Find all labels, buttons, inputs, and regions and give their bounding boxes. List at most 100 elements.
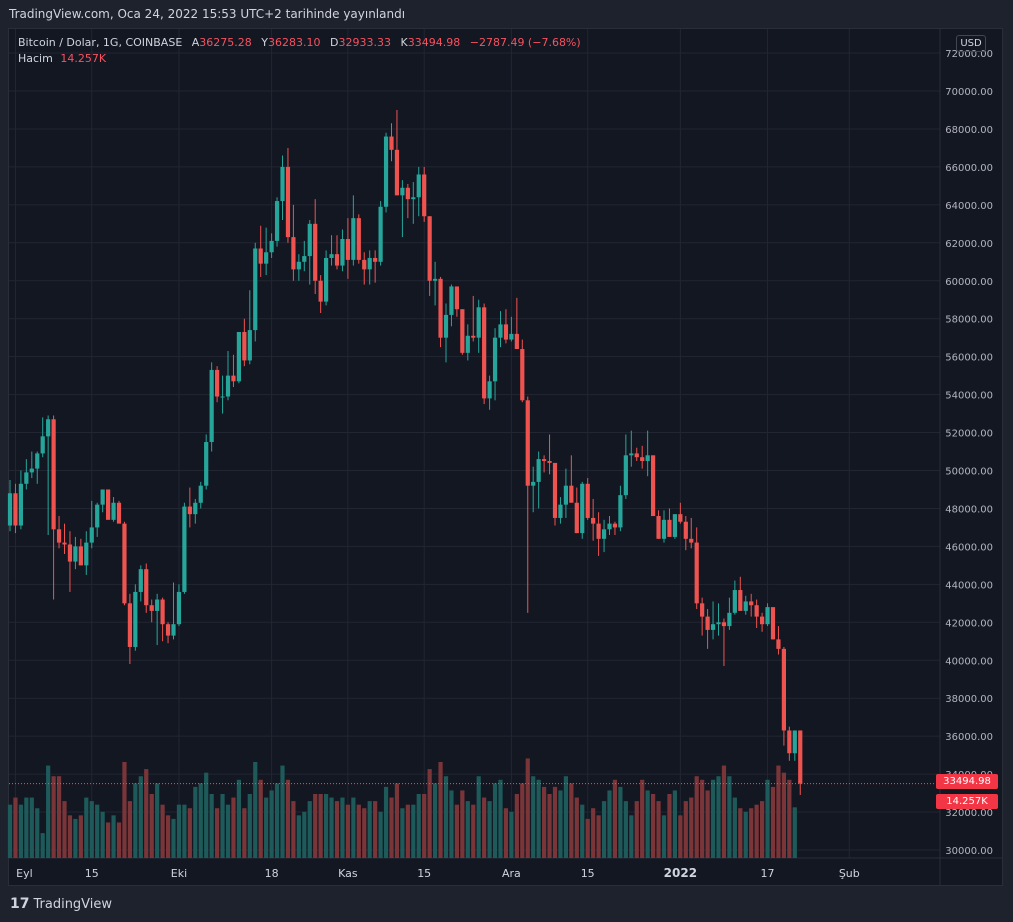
volume-bar <box>569 783 574 858</box>
volume-bar <box>596 815 601 858</box>
candle-body <box>531 481 536 486</box>
candle-body <box>776 639 781 649</box>
candle-body <box>460 309 465 353</box>
volume-bar <box>716 776 721 858</box>
tradingview-logo-icon: 17 <box>10 896 30 912</box>
candle-body <box>678 514 683 522</box>
candle-body <box>547 461 552 463</box>
candle-body <box>274 201 280 241</box>
volume-bar <box>689 797 694 858</box>
candle-body <box>291 237 296 270</box>
volume-bar <box>770 786 776 858</box>
volume-bar <box>460 790 465 858</box>
candle-body <box>165 624 171 636</box>
candle-body <box>476 307 481 338</box>
candle-body <box>13 493 18 526</box>
volume-bar <box>356 804 361 858</box>
candle-body <box>106 489 111 520</box>
volume-bar <box>503 808 509 858</box>
volume-bar <box>694 776 699 858</box>
volume-bar <box>296 815 301 858</box>
volume-bar <box>62 801 67 858</box>
candle-body <box>160 599 165 625</box>
chart-pane[interactable] <box>8 28 1003 886</box>
volume-bar <box>340 797 345 858</box>
volume-bar <box>754 804 759 858</box>
candle-body <box>204 442 209 486</box>
price-tick-label: 52000.00 <box>945 429 993 440</box>
volume-bar <box>411 804 416 858</box>
volume-bar <box>498 779 503 858</box>
tradingview-logo[interactable]: 17 TradingView <box>10 896 112 912</box>
volume-bar <box>422 794 427 858</box>
volume-bar <box>471 804 476 858</box>
volume-bar <box>334 801 340 858</box>
candle-body <box>258 248 263 264</box>
candle-body <box>394 149 400 196</box>
volume-bar <box>122 762 127 858</box>
candle-body <box>787 730 792 754</box>
volume-bar <box>187 808 192 858</box>
volume-bar <box>760 801 765 858</box>
volume-bar <box>274 783 280 858</box>
time-tick-label: 17 <box>761 867 775 880</box>
candle-body <box>427 216 432 281</box>
currency-badge[interactable]: USD <box>956 35 986 52</box>
volume-bar <box>623 801 628 858</box>
candle-body <box>40 436 45 454</box>
candle-body <box>296 261 301 270</box>
volume-label[interactable]: Hacim <box>18 52 53 65</box>
symbol-label[interactable]: Bitcoin / Dolar, 1G, COINBASE <box>18 36 183 49</box>
candle-body <box>302 256 307 262</box>
volume-bar <box>743 811 748 858</box>
volume-bar <box>389 797 394 858</box>
volume-bar <box>683 801 688 858</box>
candle-body <box>149 605 154 611</box>
ohlc-legend: Bitcoin / Dolar, 1G, COINBASE A36275.28 … <box>18 35 581 67</box>
candle-body <box>236 331 241 382</box>
candle-body <box>732 590 737 613</box>
candle-body <box>667 519 672 537</box>
volume-bar <box>574 797 579 858</box>
candle-body <box>482 307 487 399</box>
candle-body <box>405 187 410 200</box>
publish-info-bar: TradingView.com, Oca 24, 2022 15:53 UTC+… <box>0 0 1013 28</box>
volume-bar <box>24 797 29 858</box>
candle-body <box>749 601 754 606</box>
volume-bar <box>345 804 350 858</box>
volume-bar <box>313 794 318 858</box>
volume-value: 14.257K <box>60 52 107 65</box>
volume-bar <box>95 804 100 858</box>
candle-body <box>612 523 618 528</box>
volume-bar <box>629 815 634 858</box>
volume-bar <box>542 786 547 858</box>
candle-body <box>498 324 503 338</box>
volume-bar <box>378 811 383 858</box>
candle-body <box>100 489 105 505</box>
candle-body <box>601 529 607 539</box>
volume-bar <box>46 765 51 858</box>
candle-body <box>738 590 743 611</box>
candle-body <box>798 730 803 784</box>
volume-bar <box>563 776 568 858</box>
candle-body <box>187 506 192 515</box>
candle-body <box>127 603 132 647</box>
last-volume-tag: 14.257K <box>936 794 998 809</box>
candle-body <box>422 174 427 217</box>
candle-body <box>78 546 83 566</box>
volume-bar <box>454 804 459 858</box>
volume-bar <box>487 801 492 858</box>
time-tick-label: 18 <box>265 867 279 880</box>
volume-bar <box>383 786 389 858</box>
volume-bar <box>405 804 410 858</box>
volume-bar <box>198 783 203 858</box>
volume-bar <box>710 779 716 858</box>
volume-bar <box>443 776 449 858</box>
volume-bar <box>776 765 781 858</box>
publish-info-text: TradingView.com, Oca 24, 2022 15:53 UTC+… <box>9 7 406 21</box>
volume-bar <box>705 790 710 858</box>
volume-bar <box>656 801 661 858</box>
volume-bar <box>732 797 737 858</box>
volume-bar <box>40 833 45 858</box>
